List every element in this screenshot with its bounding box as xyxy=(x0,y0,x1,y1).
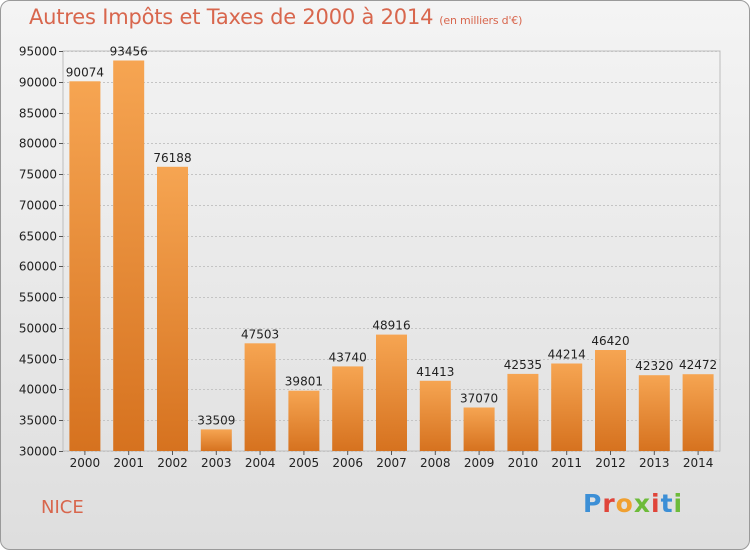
data-label-2013: 42320 xyxy=(635,359,673,373)
data-label-2006: 43740 xyxy=(329,350,367,364)
data-label-2007: 48916 xyxy=(372,319,410,333)
y-tick-label: 90000 xyxy=(19,76,57,90)
x-tick-label-2004: 2004 xyxy=(245,456,276,470)
bar-2009 xyxy=(463,407,495,451)
bar-2011 xyxy=(551,363,583,451)
x-tick-label-2006: 2006 xyxy=(332,456,363,470)
label-layer: 30000 35000 40000 45000 50000 55000 60000 65000… xyxy=(19,45,717,471)
y-tick-label: 65000 xyxy=(19,230,57,244)
y-tick-label: 35000 xyxy=(19,414,57,428)
x-tick-label-2003: 2003 xyxy=(201,456,232,470)
x-tick-label-2010: 2010 xyxy=(508,456,539,470)
x-tick-label-2005: 2005 xyxy=(289,456,320,470)
data-label-2012: 46420 xyxy=(591,334,629,348)
bar-2006 xyxy=(332,366,364,451)
y-tick-label: 60000 xyxy=(19,260,57,274)
y-tick-label: 55000 xyxy=(19,291,57,305)
bar-2013 xyxy=(638,375,670,451)
x-tick-label-2014: 2014 xyxy=(683,456,714,470)
chart-title: Autres Impôts et Taxes de 2000 à 2014 (en… xyxy=(29,5,522,29)
bar-2005 xyxy=(288,390,320,451)
data-label-2011: 44214 xyxy=(548,348,586,362)
y-tick-label: 85000 xyxy=(19,107,57,121)
bar-layer xyxy=(69,60,714,452)
y-tick-label: 45000 xyxy=(19,353,57,367)
bar-2002 xyxy=(157,166,188,452)
y-tick-label: 50000 xyxy=(19,322,57,336)
city-label: NICE xyxy=(41,497,84,518)
x-tick-label-2001: 2001 xyxy=(113,456,144,470)
x-tick-label-2009: 2009 xyxy=(464,456,495,470)
chart-title-text: Autres Impôts et Taxes de 2000 à 2014 xyxy=(29,5,434,29)
data-label-2003: 33509 xyxy=(197,413,235,427)
y-tick-label: 70000 xyxy=(19,199,57,213)
y-tick-label: 40000 xyxy=(19,383,57,397)
bar-2010 xyxy=(507,373,539,451)
data-label-2005: 39801 xyxy=(285,375,323,389)
bar-2003 xyxy=(200,429,232,451)
bar-2014 xyxy=(682,374,714,451)
x-tick-label-2008: 2008 xyxy=(420,456,451,470)
chart-subtitle: (en milliers d'€) xyxy=(439,14,523,27)
data-label-2008: 41413 xyxy=(416,365,454,379)
bar-2008 xyxy=(419,380,451,451)
data-label-2000: 90074 xyxy=(66,65,104,79)
y-tick-label: 80000 xyxy=(19,137,57,151)
x-tick-label-2002: 2002 xyxy=(157,456,188,470)
bar-2012 xyxy=(595,350,626,451)
x-tick-label-2011: 2011 xyxy=(551,456,582,470)
y-tick-label: 95000 xyxy=(19,45,57,59)
data-label-2010: 42535 xyxy=(504,358,542,372)
data-label-2009: 37070 xyxy=(460,392,498,406)
bar-2000 xyxy=(69,81,101,452)
x-tick-label-2000: 2000 xyxy=(70,456,101,470)
y-tick-label: 30000 xyxy=(19,445,57,459)
data-label-2014: 42472 xyxy=(679,358,717,372)
bar-2004 xyxy=(244,343,276,451)
bar-2007 xyxy=(376,334,407,451)
proxiti-logo: Proxiti xyxy=(583,489,684,518)
x-tick-label-2012: 2012 xyxy=(595,456,626,470)
data-label-2002: 76188 xyxy=(153,151,191,165)
x-tick-label-2013: 2013 xyxy=(639,456,670,470)
bar-2001 xyxy=(113,60,145,451)
x-tick-label-2007: 2007 xyxy=(376,456,407,470)
data-label-2004: 47503 xyxy=(241,327,279,341)
y-tick-label: 75000 xyxy=(19,168,57,182)
data-label-2001: 93456 xyxy=(110,45,148,59)
